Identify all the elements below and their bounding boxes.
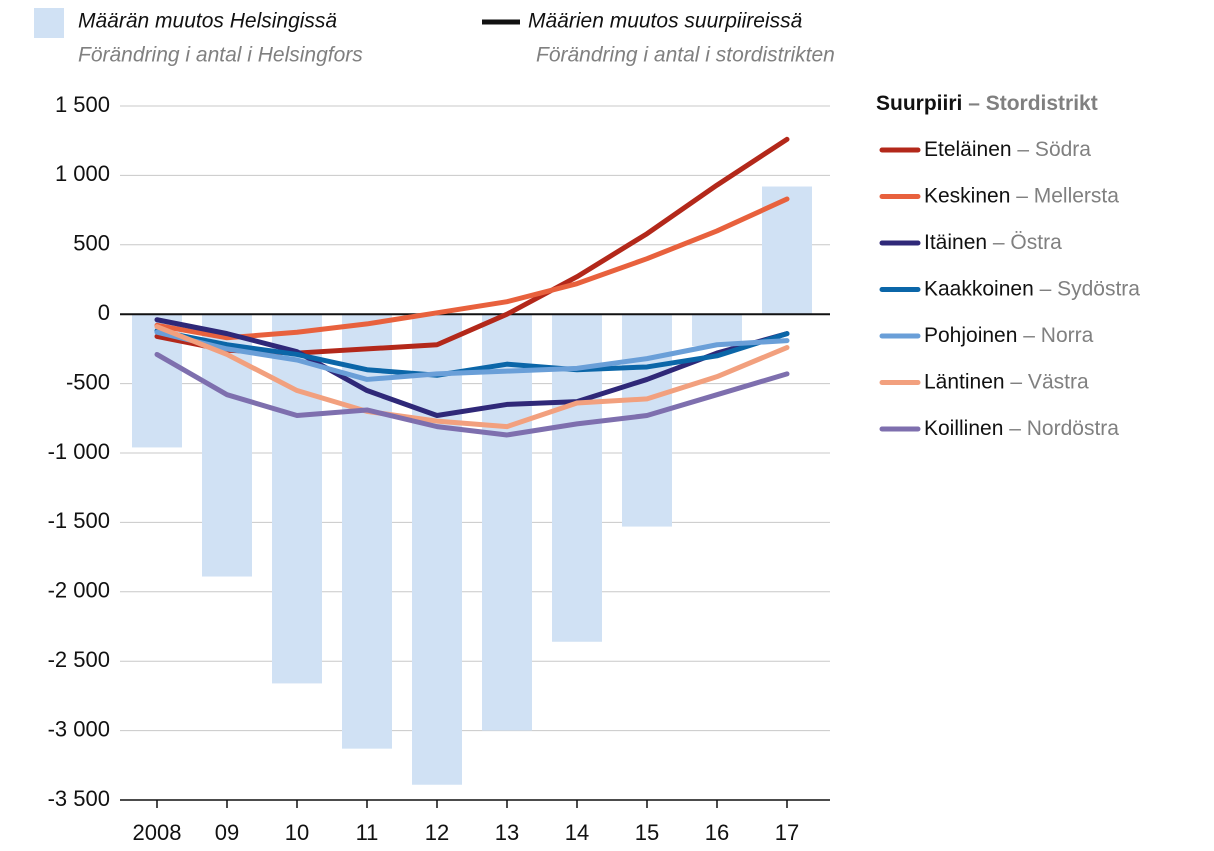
bar <box>552 314 602 642</box>
x-tick-label: 11 <box>356 820 379 845</box>
bar <box>622 314 672 527</box>
bar <box>412 314 462 785</box>
line <box>154 317 790 419</box>
legend-label-sv: – Västra <box>1010 370 1089 393</box>
y-tick-label: 1 500 <box>55 92 110 117</box>
legend-label: Eteläinen – Södra <box>924 138 1091 161</box>
x-tick-label: 10 <box>285 820 309 845</box>
legend-label-fi: Koillinen <box>924 417 1003 440</box>
y-tick-label: -1 000 <box>48 439 110 464</box>
bar-legend-label: Määrän muutos Helsingissä <box>78 10 337 33</box>
x-tick-label: 09 <box>215 820 239 845</box>
legend-label-sv: – Mellersta <box>1016 184 1119 207</box>
x-tick-label: 16 <box>705 820 729 845</box>
line <box>154 196 790 341</box>
bar <box>342 314 392 749</box>
line-legend-label-sv: Förändring i antal i stordistrikten <box>536 44 835 67</box>
legend-title-fi: Suurpiiri <box>876 92 962 115</box>
legend-label: Keskinen – Mellersta <box>924 184 1119 207</box>
bar <box>482 314 532 731</box>
bar-legend-label-sv: Förändring i antal i Helsingfors <box>78 44 363 67</box>
line-legend-label: Määrien muutos suurpiireissä <box>528 10 803 33</box>
legend-label: Pohjoinen – Norra <box>924 324 1094 347</box>
y-tick-label: -2 500 <box>48 647 110 672</box>
legend-label-sv: – Östra <box>993 231 1062 254</box>
x-tick-label: 14 <box>565 820 589 845</box>
legend-label: Kaakkoinen – Sydöstra <box>924 277 1140 300</box>
y-tick-label: 500 <box>73 231 110 256</box>
legend-label: Läntinen – Västra <box>924 370 1089 393</box>
y-tick-label: -3 500 <box>48 786 110 811</box>
bar <box>272 314 322 684</box>
legend-label-sv: – Norra <box>1023 324 1093 347</box>
y-tick-label: -2 000 <box>48 578 110 603</box>
legend-label-sv: – Södra <box>1017 138 1091 161</box>
legend-label-fi: Pohjoinen <box>924 324 1017 347</box>
x-tick-label: 13 <box>495 820 519 845</box>
legend-label-sv: – Sydöstra <box>1040 277 1141 300</box>
legend-label-fi: Kaakkoinen <box>924 277 1034 300</box>
line <box>154 324 790 430</box>
legend-label: Koillinen – Nordöstra <box>924 417 1119 440</box>
legend-title-sv: – Stordistrikt <box>968 92 1098 115</box>
legend-label-fi: Itäinen <box>924 231 987 254</box>
y-tick-label: 1 000 <box>55 161 110 186</box>
legend-title: Suurpiiri – Stordistrikt <box>876 92 1098 115</box>
legend-label-sv: – Nordöstra <box>1009 417 1119 440</box>
legend-label-fi: Keskinen <box>924 184 1010 207</box>
x-tick-label: 12 <box>425 820 449 845</box>
legend-label: Itäinen – Östra <box>924 231 1062 254</box>
y-tick-label: -3 000 <box>48 716 110 741</box>
bar-legend-swatch <box>34 8 64 38</box>
line <box>154 328 790 378</box>
y-tick-label: -1 500 <box>48 508 110 533</box>
bar <box>202 314 252 577</box>
y-tick-label: -500 <box>66 369 110 394</box>
legend-label-fi: Eteläinen <box>924 138 1012 161</box>
legend-label-fi: Läntinen <box>924 370 1005 393</box>
bar <box>692 314 742 347</box>
line <box>154 351 790 438</box>
x-tick-label: 15 <box>635 820 659 845</box>
x-tick-label: 17 <box>775 820 799 845</box>
x-tick-label: 2008 <box>133 820 182 845</box>
line <box>154 329 790 382</box>
y-tick-label: 0 <box>98 300 110 325</box>
